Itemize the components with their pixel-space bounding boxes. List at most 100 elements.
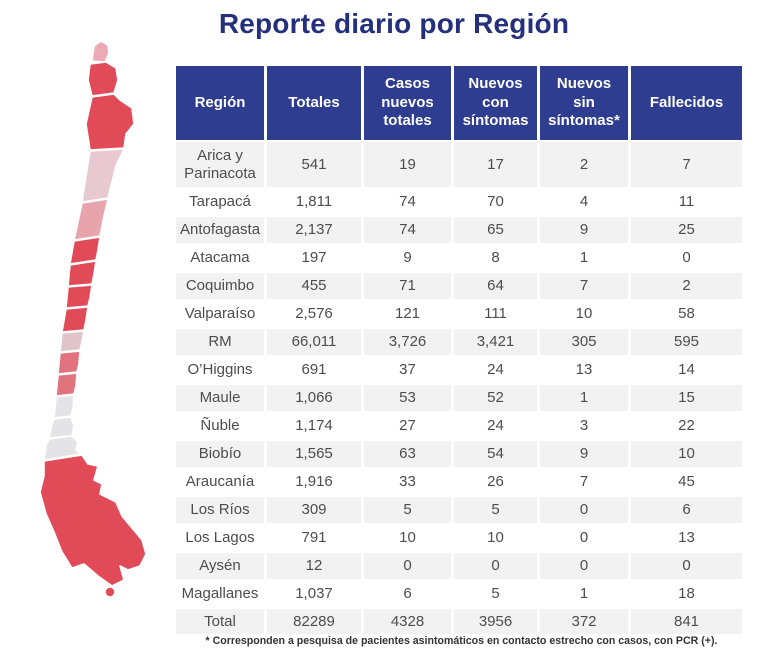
casos-nuevos-totales-cell: 19	[364, 142, 451, 187]
fallecidos-cell: 45	[631, 469, 742, 495]
nuevos-sin-sintomas-cell: 372	[540, 609, 628, 634]
table-row: Biobío 1,565 63 54 9 10	[176, 441, 747, 467]
region-cell: O’Higgins	[176, 357, 264, 383]
nuevos-sin-sintomas-cell: 9	[540, 217, 628, 243]
casos-nuevos-totales-cell: 74	[364, 189, 451, 215]
totales-cell: 1,811	[267, 189, 361, 215]
fallecidos-cell: 6	[631, 497, 742, 523]
nuevos-sin-sintomas-cell: 1	[540, 385, 628, 411]
casos-nuevos-totales-cell: 4328	[364, 609, 451, 634]
casos-nuevos-totales-cell: 53	[364, 385, 451, 411]
nuevos-sin-sintomas-cell: 1	[540, 581, 628, 607]
map-region-rm	[67, 260, 97, 287]
table-row: Aysén 12 0 0 0 0	[176, 553, 747, 579]
table-row: RM 66,011 3,726 3,421 305 595	[176, 329, 747, 355]
totales-cell: 455	[267, 273, 361, 299]
nuevos-sin-sintomas-cell: 7	[540, 273, 628, 299]
casos-nuevos-totales-cell: 9	[364, 245, 451, 271]
casos-nuevos-totales-cell: 3,726	[364, 329, 451, 355]
map-region-arica-y-parinacota	[91, 40, 110, 63]
nuevos-con-sintomas-cell: 5	[454, 497, 537, 523]
totales-cell: 1,174	[267, 413, 361, 439]
page-title: Reporte diario por Región	[218, 8, 570, 39]
nuevos-con-sintomas-cell: 65	[454, 217, 537, 243]
region-cell: Aysén	[176, 553, 264, 579]
fallecidos-cell: 10	[631, 441, 742, 467]
nuevos-sin-sintomas-cell: 4	[540, 189, 628, 215]
table-row: Los Lagos 791 10 10 0 13	[176, 525, 747, 551]
casos-nuevos-totales-cell: 0	[364, 553, 451, 579]
region-cell: Arica y Parinacota	[176, 142, 264, 187]
table-body: Arica y Parinacota 541 19 17 2 7 Tarapac…	[176, 142, 747, 634]
nuevos-con-sintomas-cell: 0	[454, 553, 537, 579]
map-region-los-lagos	[48, 416, 75, 439]
map-region-magallanes	[39, 454, 147, 587]
region-cell: Tarapacá	[176, 189, 264, 215]
fallecidos-cell: 14	[631, 357, 742, 383]
column-header-nuevos-sin-sintomas: Nuevos sin síntomas*	[540, 66, 628, 140]
table-row: Antofagasta 2,137 74 65 9 25	[176, 217, 747, 243]
totales-cell: 1,037	[267, 581, 361, 607]
nuevos-sin-sintomas-cell: 305	[540, 329, 628, 355]
nuevos-sin-sintomas-cell: 7	[540, 469, 628, 495]
fallecidos-cell: 11	[631, 189, 742, 215]
nuevos-con-sintomas-cell: 3956	[454, 609, 537, 634]
nuevos-con-sintomas-cell: 24	[454, 413, 537, 439]
nuevos-sin-sintomas-cell: 3	[540, 413, 628, 439]
footnote: * Corresponden a pesquisa de pacientes a…	[205, 635, 718, 647]
nuevos-con-sintomas-cell: 52	[454, 385, 537, 411]
totales-cell: 309	[267, 497, 361, 523]
nuevos-con-sintomas-cell: 70	[454, 189, 537, 215]
region-cell: Los Lagos	[176, 525, 264, 551]
totales-cell: 2,576	[267, 301, 361, 327]
table-row: Ñuble 1,174 27 24 3 22	[176, 413, 747, 439]
fallecidos-cell: 15	[631, 385, 742, 411]
map-region-valparaiso	[69, 236, 101, 265]
map-region-magallanes-islet	[104, 586, 116, 598]
region-cell: Total	[176, 609, 264, 634]
totales-cell: 2,137	[267, 217, 361, 243]
map-region-araucania	[55, 372, 78, 397]
nuevos-sin-sintomas-cell: 1	[540, 245, 628, 271]
region-cell: Maule	[176, 385, 264, 411]
totales-cell: 12	[267, 553, 361, 579]
casos-nuevos-totales-cell: 33	[364, 469, 451, 495]
fallecidos-cell: 22	[631, 413, 742, 439]
nuevos-con-sintomas-cell: 17	[454, 142, 537, 187]
fallecidos-cell: 0	[631, 245, 742, 271]
casos-nuevos-totales-cell: 10	[364, 525, 451, 551]
totales-cell: 1,565	[267, 441, 361, 467]
nuevos-con-sintomas-cell: 5	[454, 581, 537, 607]
fallecidos-cell: 58	[631, 301, 742, 327]
fallecidos-cell: 18	[631, 581, 742, 607]
region-cell: Los Ríos	[176, 497, 264, 523]
casos-nuevos-totales-cell: 5	[364, 497, 451, 523]
casos-nuevos-totales-cell: 71	[364, 273, 451, 299]
region-cell: Araucanía	[176, 469, 264, 495]
fallecidos-cell: 25	[631, 217, 742, 243]
column-header-casos-nuevos-totales: Casos nuevos totales	[364, 66, 451, 140]
nuevos-con-sintomas-cell: 24	[454, 357, 537, 383]
map-region-tarapaca	[87, 61, 119, 97]
totales-cell: 82289	[267, 609, 361, 634]
chile-map-svg	[39, 40, 147, 598]
map-region-nuble	[59, 330, 85, 353]
table-row: Maule 1,066 53 52 1 15	[176, 385, 747, 411]
map-region-aysen	[43, 435, 83, 461]
table-row: Coquimbo 455 71 64 7 2	[176, 273, 747, 299]
map-region-los-rios	[53, 394, 75, 419]
nuevos-sin-sintomas-cell: 13	[540, 357, 628, 383]
region-cell: Valparaíso	[176, 301, 264, 327]
totales-cell: 791	[267, 525, 361, 551]
map-region-atacama	[81, 148, 125, 203]
table-row: Arica y Parinacota 541 19 17 2 7	[176, 142, 747, 187]
fallecidos-cell: 7	[631, 142, 742, 187]
table-header-row: Región Totales Casos nuevos totales Nuev…	[176, 66, 747, 140]
casos-nuevos-totales-cell: 27	[364, 413, 451, 439]
totales-cell: 1,916	[267, 469, 361, 495]
casos-nuevos-totales-cell: 37	[364, 357, 451, 383]
daily-report-table: Región Totales Casos nuevos totales Nuev…	[176, 66, 747, 634]
fallecidos-cell: 595	[631, 329, 742, 355]
nuevos-con-sintomas-cell: 10	[454, 525, 537, 551]
totales-cell: 691	[267, 357, 361, 383]
